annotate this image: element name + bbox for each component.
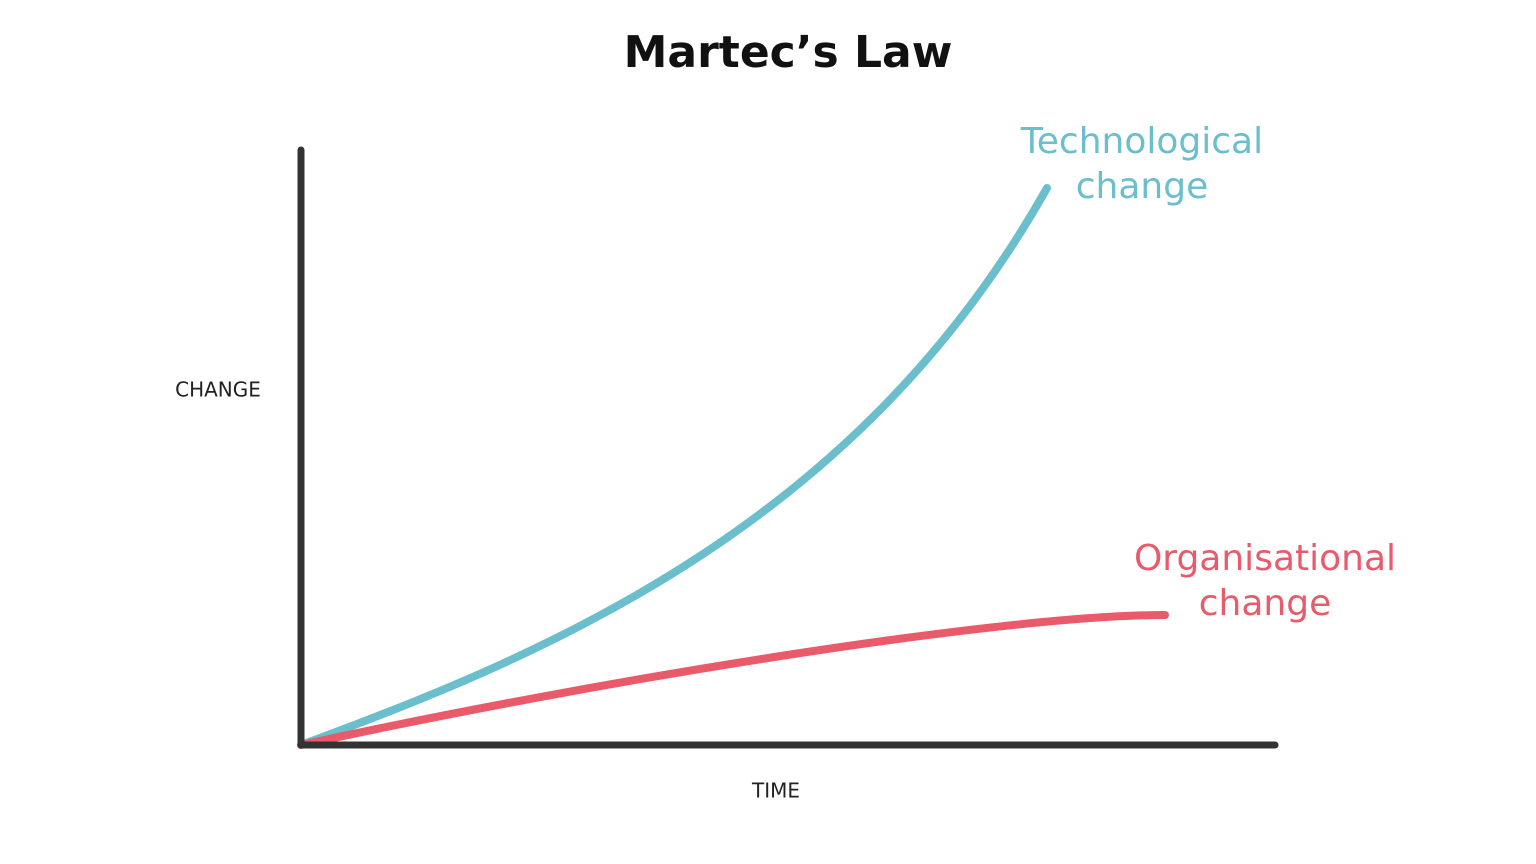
title: Martec’s Law [624, 27, 953, 78]
curve-label: Technological [1020, 121, 1263, 162]
x-axis-label: TIME [751, 779, 800, 803]
curve-label: change [1199, 583, 1332, 624]
organisational-curve [297, 611, 1169, 749]
technological-curve [297, 184, 1051, 749]
y-axis-label: CHANGE [175, 378, 261, 402]
curve-label: change [1076, 166, 1209, 207]
curve-label: Organisational [1134, 538, 1396, 579]
